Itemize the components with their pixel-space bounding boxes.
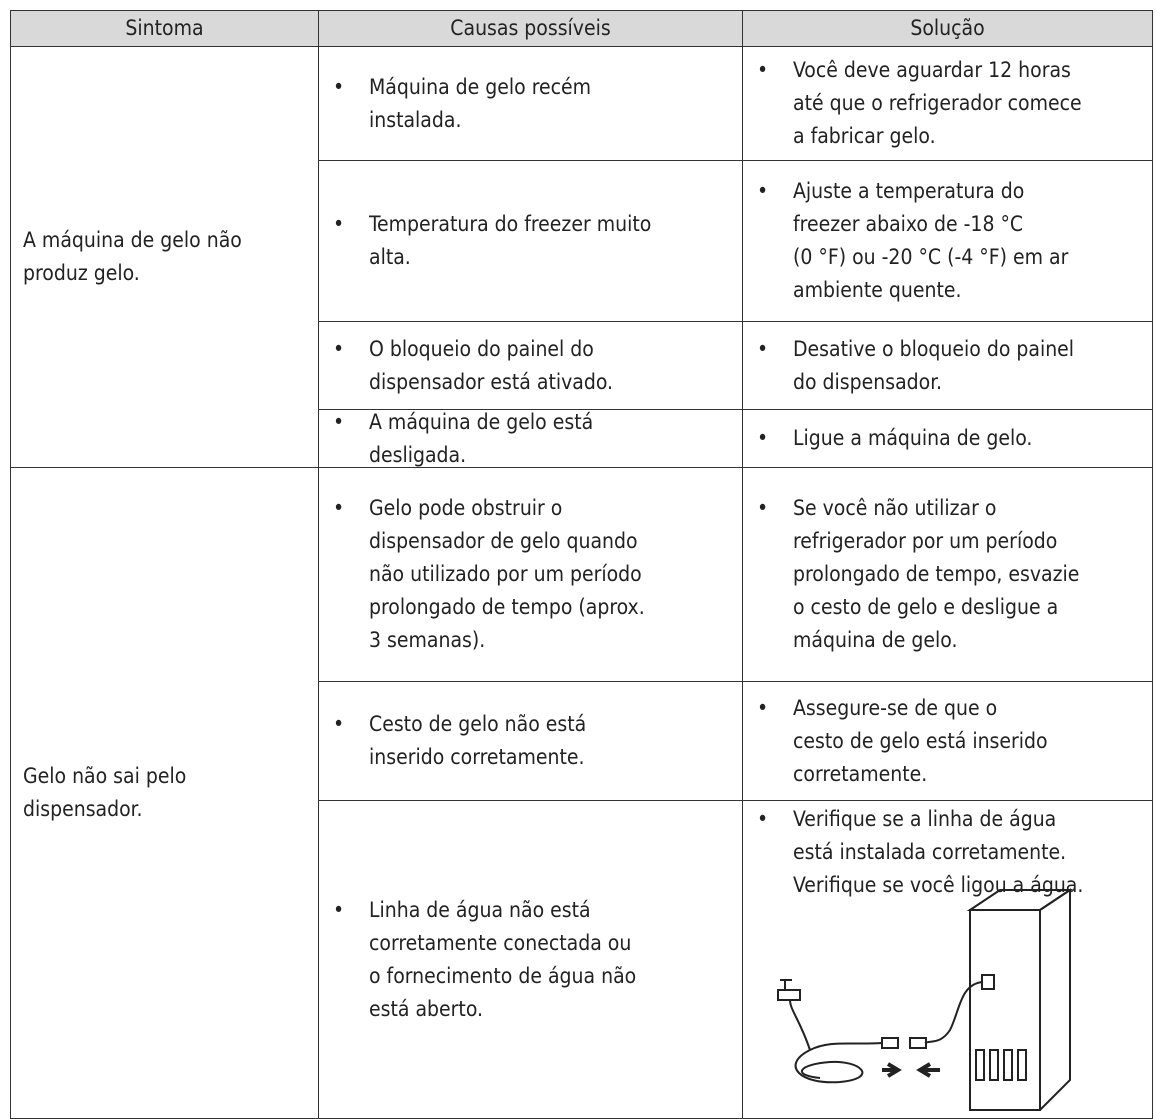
text-block: Gelo não sai pelo dispensador.: [23, 760, 318, 826]
solution-cell: Você deve aguardar 12 horas até que o ref…: [742, 46, 1153, 161]
text-block: Verifique se a linha de água está instala…: [743, 803, 1152, 902]
text-line: Temperatura do freezer muito: [369, 212, 652, 236]
text-line: até que o refrigerador comece: [793, 91, 1082, 115]
text-block: Ligue a máquina de gelo.: [743, 422, 1152, 455]
text-block: Assegure-se de que o cesto de gelo está i…: [743, 692, 1152, 791]
text-line: Máquina de gelo recém: [369, 74, 592, 99]
text-line: Linha de água não está: [369, 897, 591, 922]
text-line: Verifique se a linha de água: [793, 807, 1057, 831]
text-line: freezer abaixo de -18 °C: [793, 212, 1024, 236]
text-line: o fornecimento de água não: [369, 963, 637, 988]
header-cell: Causas possíveis: [318, 10, 743, 47]
text-block: Se você não utilizar o refrigerador por u…: [743, 492, 1152, 657]
text-line: Você deve aguardar 12 horas: [793, 58, 1071, 82]
text-line: Assegure-se de que o: [793, 695, 998, 720]
text-line: (0 °F) ou -20 °C (-4 °F) em ar: [793, 245, 1069, 269]
text-line: refrigerador por um período: [793, 529, 1058, 553]
water-line-illustration: [777, 888, 1074, 1111]
symptom-cell: Gelo não sai pelo dispensador.: [10, 467, 319, 1119]
text-block: Você deve aguardar 12 horas até que o ref…: [743, 54, 1152, 153]
text-line: Ajuste a temperatura do: [793, 179, 1025, 203]
text-line: Ligue a máquina de gelo.: [793, 426, 1033, 450]
text-line: corretamente conectada ou: [369, 930, 632, 955]
symptom-cell: A máquina de gelo não produz gelo.: [10, 46, 319, 468]
solution-cell: Ligue a máquina de gelo.: [742, 409, 1153, 468]
text-line: está aberto.: [369, 996, 484, 1021]
text-line: dispensador de gelo quando: [369, 529, 638, 553]
text-line: A máquina de gelo está: [369, 409, 594, 434]
cause-cell: A máquina de gelo está desligada.: [318, 406, 743, 468]
text-line: a fabricar gelo.: [793, 124, 936, 148]
text-line: A máquina de gelo não: [23, 228, 242, 252]
text-line: alta.: [369, 245, 411, 269]
text-line: ambiente quente.: [793, 278, 962, 302]
text-line: Cesto de gelo não está: [369, 712, 587, 736]
cause-cell: Gelo pode obstruir o dispensador de gelo …: [318, 467, 743, 682]
text-block: Linha de água não está corretamente conec…: [319, 894, 742, 1026]
text-line: prolongado de tempo (aprox.: [369, 595, 645, 619]
cause-cell: Cesto de gelo não está inserido corretame…: [318, 681, 743, 801]
solution-cell: Ajuste a temperatura do freezer abaixo de…: [742, 160, 1153, 322]
text-line: do dispensador.: [793, 369, 943, 394]
text-line: instalada.: [369, 107, 462, 132]
solution-cell: Se você não utilizar o refrigerador por u…: [742, 467, 1153, 682]
text-block: Cesto de gelo não está inserido corretame…: [319, 708, 742, 774]
text-block: Temperatura do freezer muito alta.: [319, 208, 742, 274]
text-line: dispensador.: [23, 797, 143, 821]
text-line: máquina de gelo.: [793, 628, 958, 652]
text-block: Ajuste a temperatura do freezer abaixo de…: [743, 175, 1152, 307]
text-line: Se você não utilizar o: [793, 496, 997, 520]
text-block: O bloqueio do painel do dispensador está …: [319, 333, 742, 399]
text-line: dispensador está ativado.: [369, 369, 614, 394]
text-line: o cesto de gelo e desligue a: [793, 595, 1059, 619]
text-line: corretamente.: [793, 761, 928, 786]
text-block: A máquina de gelo não produz gelo.: [23, 224, 318, 290]
text-line: 3 semanas).: [369, 628, 486, 652]
solution-cell: Verifique se a linha de água está instala…: [742, 800, 1153, 1119]
text-block: Desative o bloqueio do painel do dispensa…: [743, 333, 1152, 399]
text-line: Gelo pode obstruir o: [369, 496, 563, 520]
text-line: está instalada corretamente.: [793, 840, 1067, 864]
cause-cell: Linha de água não está corretamente conec…: [318, 800, 743, 1119]
text-block: A máquina de gelo está desligada.: [319, 406, 742, 472]
cause-cell: Máquina de gelo recém instalada.: [318, 46, 743, 161]
text-line: Gelo não sai pelo: [23, 764, 187, 788]
text-line: não utilizado por um período: [369, 562, 642, 586]
text-line: prolongado de tempo, esvazie: [793, 562, 1080, 586]
cause-cell: O bloqueio do painel do dispensador está …: [318, 321, 743, 410]
solution-cell: Desative o bloqueio do painel do dispensa…: [742, 321, 1153, 410]
text-line: produz gelo.: [23, 261, 140, 285]
text-line: cesto de gelo está inserido: [793, 728, 1048, 753]
header-cell: Sintoma: [10, 10, 319, 47]
text-line: inserido corretamente.: [369, 745, 585, 769]
text-block: Máquina de gelo recém instalada.: [319, 71, 742, 137]
cause-cell: Temperatura do freezer muito alta.: [318, 160, 743, 322]
text-line: Desative o bloqueio do painel: [793, 336, 1075, 361]
header-cell: Solução: [742, 10, 1153, 47]
solution-cell: Assegure-se de que o cesto de gelo está i…: [742, 681, 1153, 801]
text-line: O bloqueio do painel do: [369, 336, 594, 361]
text-line: desligada.: [369, 442, 467, 467]
text-block: Gelo pode obstruir o dispensador de gelo …: [319, 492, 742, 657]
text-line: Verifique se você ligou a água.: [793, 873, 1084, 897]
